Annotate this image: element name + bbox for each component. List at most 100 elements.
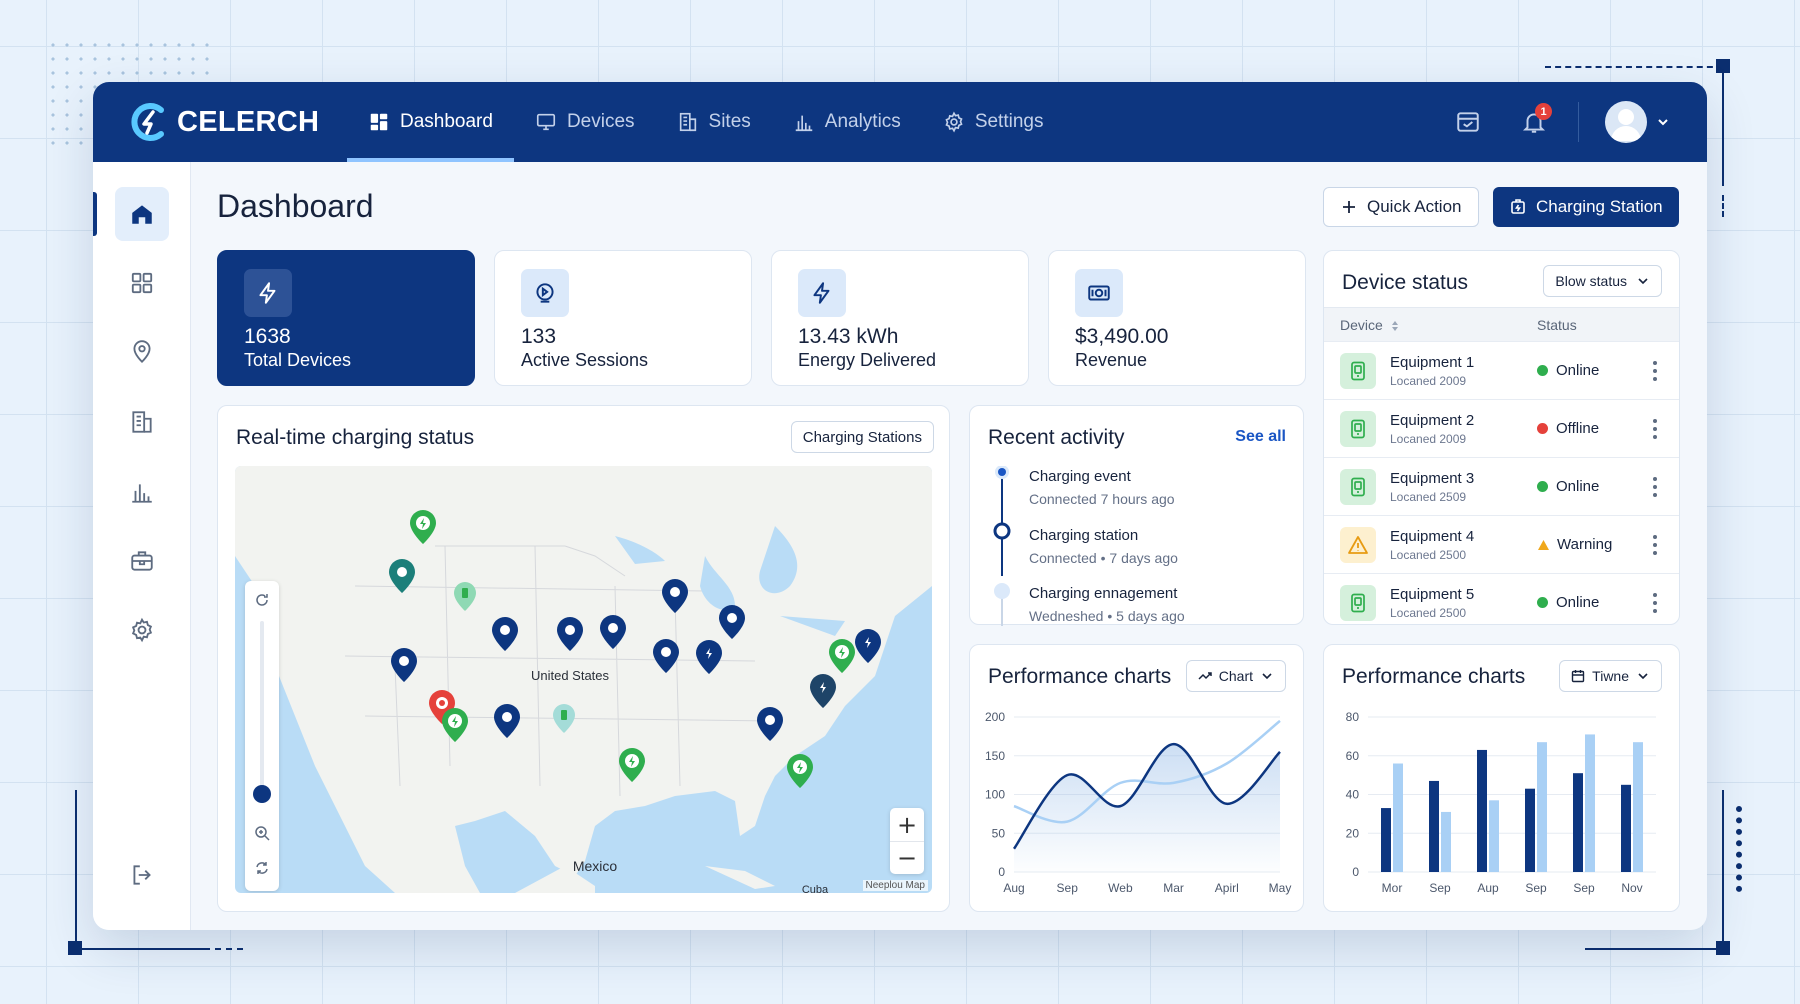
zoom-slider-track[interactable]	[260, 621, 264, 791]
activity-item[interactable]: Charging station Connected • 7 days ago	[1029, 527, 1178, 566]
bar[interactable]	[1477, 749, 1487, 872]
sidebar-item-home[interactable]	[115, 187, 169, 241]
bar[interactable]	[1573, 773, 1583, 872]
time-range-dropdown[interactable]: Tiwne	[1559, 660, 1662, 692]
station-marker[interactable]	[492, 617, 518, 651]
activity-item[interactable]: Charging event Connected 7 hours ago	[1029, 468, 1175, 507]
map-canvas[interactable]: United States Mexico Cuba	[235, 466, 932, 893]
timeline-dot	[993, 522, 1011, 540]
bar[interactable]	[1489, 800, 1499, 872]
bar[interactable]	[1525, 788, 1535, 872]
table-row[interactable]: Equipment 4 Locaned 2500 Warning	[1324, 515, 1679, 573]
decor-square	[1716, 941, 1730, 955]
quick-action-button[interactable]: Quick Action	[1323, 187, 1479, 227]
chevron-down-icon[interactable]	[1655, 114, 1671, 130]
bar[interactable]	[1381, 808, 1391, 872]
sidebar-item-tools[interactable]	[115, 534, 169, 588]
sidebar-item-analytics[interactable]	[115, 465, 169, 519]
sidebar	[93, 162, 191, 930]
stat-card-total-devices[interactable]: 1638 Total Devices	[217, 250, 475, 386]
station-marker[interactable]	[600, 615, 626, 649]
station-marker[interactable]	[494, 704, 520, 738]
nav-item-dashboard[interactable]: Dashboard	[347, 82, 514, 162]
bar-chart[interactable]: 0 20 40 60 80 Mor Sep Aup Sep Sep Nov	[1324, 645, 1681, 913]
stat-card-active-sessions[interactable]: 133 Active Sessions	[494, 250, 752, 386]
avatar[interactable]	[1605, 101, 1647, 143]
more-options-icon[interactable]	[1651, 416, 1659, 442]
header-actions: 1	[1424, 100, 1671, 144]
bar[interactable]	[1633, 742, 1643, 872]
station-marker[interactable]	[696, 640, 722, 674]
activity-title: Recent activity	[988, 426, 1125, 449]
station-marker[interactable]	[787, 754, 813, 788]
more-options-icon[interactable]	[1651, 532, 1659, 558]
chart-type-dropdown[interactable]: Chart	[1185, 660, 1286, 692]
station-marker[interactable]	[855, 629, 881, 663]
nav-item-sites[interactable]: Sites	[656, 82, 772, 162]
activity-item[interactable]: Charging ennagement Wedneshed • 5 days a…	[1029, 585, 1185, 624]
sidebar-item-logout[interactable]	[115, 848, 169, 902]
series-line-light	[1013, 719, 1281, 824]
station-marker[interactable]	[619, 748, 645, 782]
charging-station-button[interactable]: Charging Station	[1493, 187, 1679, 227]
station-marker[interactable]	[389, 559, 415, 593]
sort-icon[interactable]	[1390, 320, 1400, 332]
map-view[interactable]: United States Mexico Cuba + −	[235, 466, 932, 893]
station-marker[interactable]	[454, 582, 476, 611]
station-marker[interactable]	[653, 639, 679, 673]
line-chart[interactable]: 0 50 100 150 200 Aug Sep Web Mar Apirl May	[970, 645, 1305, 913]
sidebar-item-sites[interactable]	[115, 395, 169, 449]
zoom-in-button[interactable]: +	[896, 810, 918, 839]
brand-logo[interactable]: CELERCH	[131, 102, 347, 142]
station-marker[interactable]	[391, 648, 417, 682]
stat-card-revenue[interactable]: $3,490.00 Revenue	[1048, 250, 1306, 386]
chevron-down-icon	[1638, 278, 1648, 285]
see-all-link[interactable]: See all	[1235, 428, 1286, 445]
column-header-device[interactable]: Device	[1340, 317, 1383, 333]
table-row[interactable]: Equipment 5 Locaned 2500 Online	[1324, 573, 1679, 624]
map-card: Real-time charging status Charging Stati…	[217, 405, 950, 912]
station-marker[interactable]	[810, 674, 836, 708]
y-tick-label: 200	[985, 710, 1005, 724]
station-marker[interactable]	[662, 579, 688, 613]
station-marker[interactable]	[557, 617, 583, 651]
bar[interactable]	[1621, 784, 1631, 872]
station-marker[interactable]	[410, 510, 436, 544]
table-row[interactable]: Equipment 3 Locaned 2509 Online	[1324, 457, 1679, 515]
nav-item-analytics[interactable]: Analytics	[772, 82, 922, 162]
inbox-button[interactable]	[1446, 100, 1490, 144]
bar[interactable]	[1441, 811, 1451, 872]
nav-item-settings[interactable]: Settings	[922, 82, 1065, 162]
device-icon	[1340, 411, 1376, 447]
bar[interactable]	[1537, 742, 1547, 872]
bar[interactable]	[1585, 734, 1595, 872]
sidebar-item-locations[interactable]	[115, 325, 169, 379]
sidebar-item-settings[interactable]	[115, 603, 169, 657]
more-options-icon[interactable]	[1651, 474, 1659, 500]
charging-stations-filter[interactable]: Charging Stations	[790, 421, 934, 453]
stat-card-energy-delivered[interactable]: 13.43 kWh Energy Delivered	[771, 250, 1029, 386]
notifications-button[interactable]: 1	[1512, 100, 1556, 144]
nav-item-devices[interactable]: Devices	[514, 82, 656, 162]
status-filter-dropdown[interactable]: Blow status	[1543, 265, 1662, 297]
station-marker[interactable]	[829, 639, 855, 673]
bar[interactable]	[1393, 763, 1403, 873]
zoom-out-button[interactable]: −	[890, 841, 924, 874]
table-row[interactable]: Equipment 1 Locaned 2009 Online	[1324, 341, 1679, 399]
station-marker[interactable]	[719, 605, 745, 639]
brand-name: CELERCH	[177, 105, 320, 138]
rotate-button[interactable]	[245, 851, 279, 885]
zoom-slider-handle[interactable]	[253, 785, 271, 803]
station-marker[interactable]	[757, 707, 783, 741]
table-row[interactable]: Equipment 2 Locaned 2009 Offline	[1324, 399, 1679, 457]
station-marker[interactable]	[553, 704, 575, 733]
zoom-search-button[interactable]	[245, 816, 279, 850]
device-name: Equipment 5	[1390, 586, 1475, 603]
reset-view-button[interactable]	[245, 583, 279, 617]
more-options-icon[interactable]	[1651, 358, 1659, 384]
sidebar-item-grid[interactable]	[115, 256, 169, 310]
bar[interactable]	[1429, 780, 1439, 872]
more-options-icon[interactable]	[1651, 590, 1659, 616]
charging-station-label: Charging Station	[1536, 197, 1663, 216]
station-marker[interactable]	[442, 708, 468, 742]
